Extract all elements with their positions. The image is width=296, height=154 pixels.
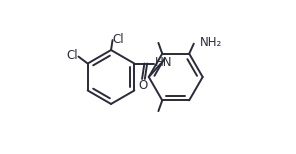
Text: NH₂: NH₂ [200, 36, 222, 49]
Text: O: O [139, 79, 148, 92]
Text: Cl: Cl [67, 49, 78, 62]
Text: Cl: Cl [112, 33, 124, 46]
Text: HN: HN [155, 56, 173, 69]
